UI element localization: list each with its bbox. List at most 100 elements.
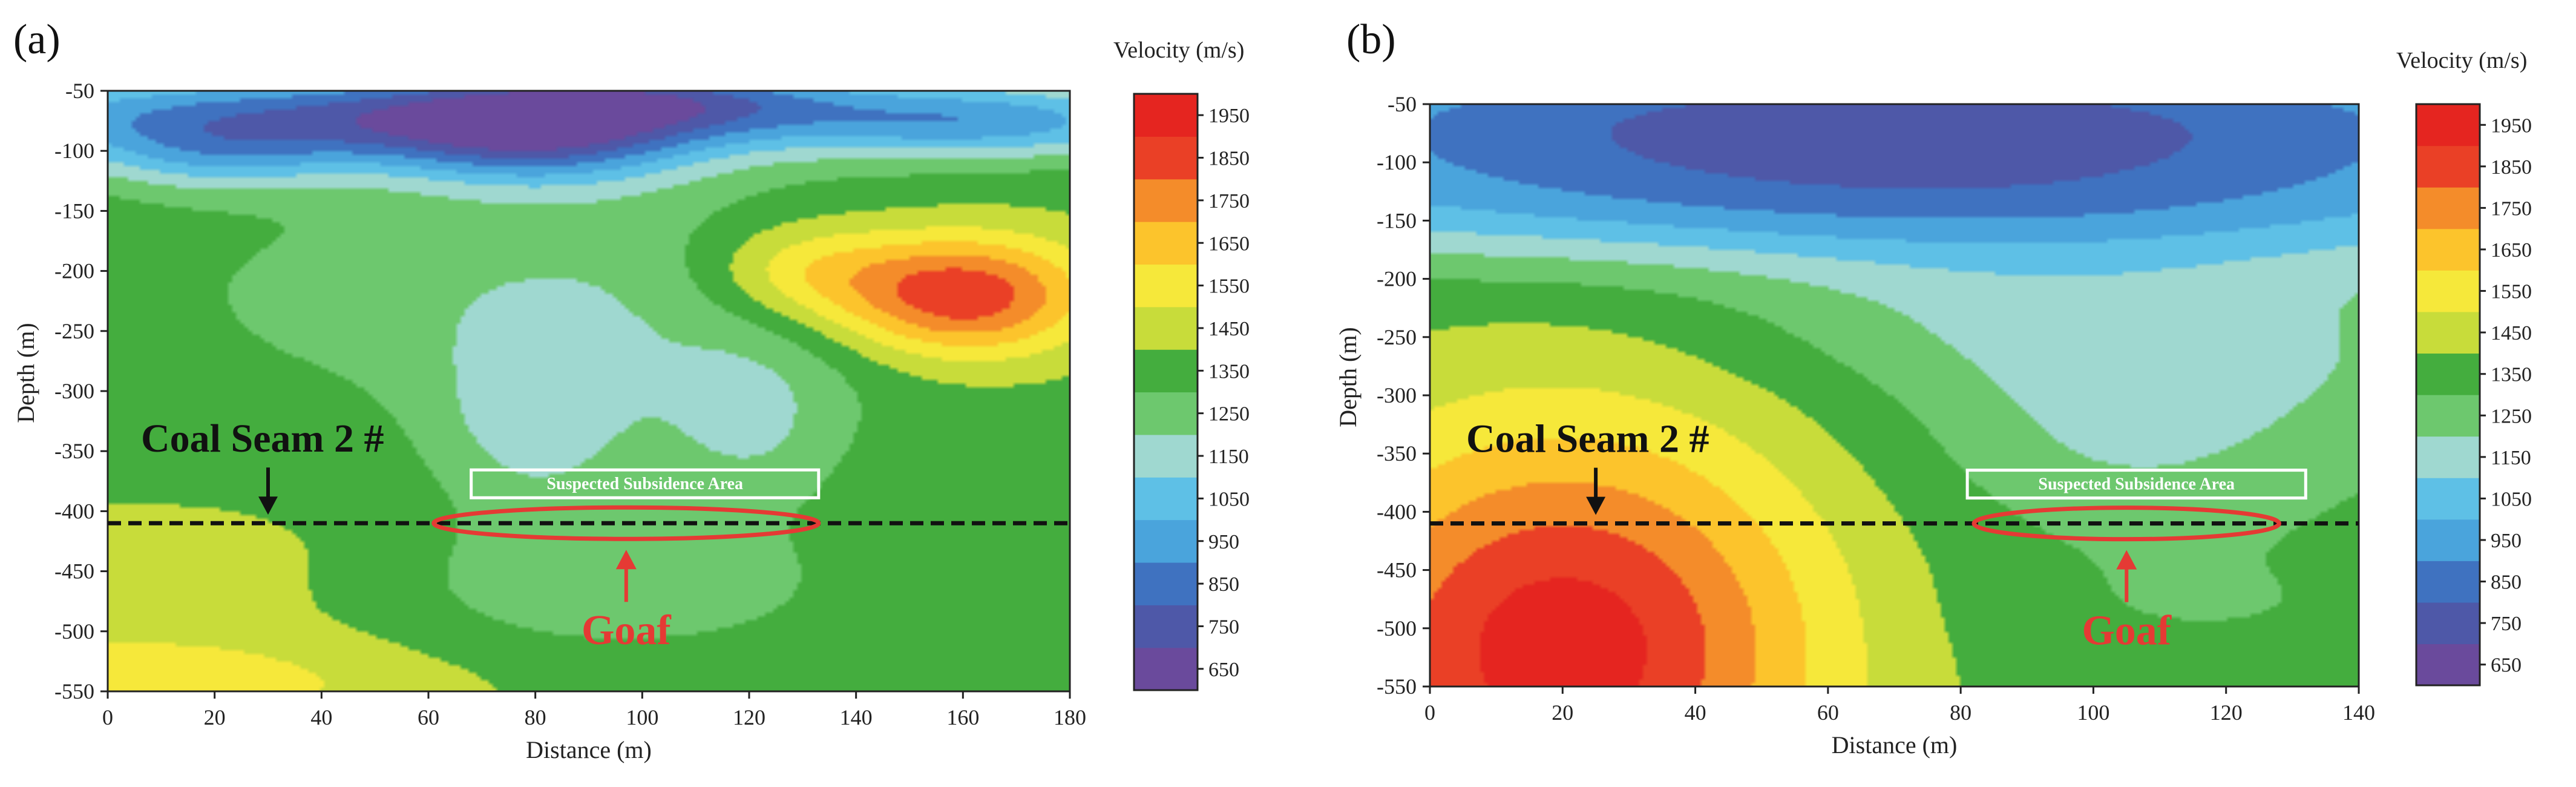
y-tick-label: -400 xyxy=(1377,499,1417,524)
colorbar-tick-label: 1750 xyxy=(1208,190,1250,212)
y-tick-label: -550 xyxy=(1377,674,1417,699)
colorbar-tick-label: 650 xyxy=(2491,654,2522,677)
x-tick-label: 40 xyxy=(1685,700,1706,725)
x-tick-label: 100 xyxy=(626,705,658,729)
colorbar-title: Velocity (m/s) xyxy=(2396,48,2527,73)
colorbar-tick-label: 750 xyxy=(2491,613,2522,635)
coal-seam-label: Coal Seam 2 # xyxy=(141,417,384,461)
x-tick-label: 20 xyxy=(1552,700,1573,725)
y-tick-label: -450 xyxy=(1377,558,1417,582)
colorbar-segment xyxy=(1134,605,1198,648)
colorbar-segment xyxy=(2416,311,2480,354)
colorbar-segment xyxy=(2416,478,2480,520)
y-tick-label: -150 xyxy=(54,199,94,223)
colorbar-segment xyxy=(2416,644,2480,686)
y-tick-label: -550 xyxy=(54,679,94,703)
colorbar-segment xyxy=(1134,136,1198,180)
colorbar-segment xyxy=(1134,434,1198,478)
panel-label: (b) xyxy=(1346,16,1396,63)
colorbar-tick-label: 1350 xyxy=(2491,364,2532,386)
goaf-ellipse xyxy=(431,505,821,541)
colorbar-tick-label: 1150 xyxy=(1208,446,1249,468)
y-tick-label: -200 xyxy=(54,259,94,283)
panel-label: (a) xyxy=(13,16,61,63)
colorbar-tick-label: 1550 xyxy=(2491,281,2532,303)
y-tick-label: -500 xyxy=(54,619,94,644)
colorbar-segment xyxy=(1134,519,1198,563)
colorbar-segment xyxy=(2416,436,2480,478)
y-tick-label: -300 xyxy=(1377,383,1417,407)
y-tick-label: -400 xyxy=(54,499,94,523)
x-tick-label: 80 xyxy=(1950,700,1971,725)
colorbar-tick-label: 1250 xyxy=(2491,405,2532,427)
goaf-arrowhead xyxy=(615,550,637,570)
x-tick-label: 140 xyxy=(2342,700,2375,725)
colorbar-frame xyxy=(2415,103,2481,687)
coal-seam-label: Coal Seam 2 # xyxy=(1466,417,1709,461)
x-tick-label: 0 xyxy=(102,705,113,729)
goaf-ellipse xyxy=(1971,505,2281,542)
colorbar-tick-label: 1050 xyxy=(2491,488,2532,510)
coal-seam-arrowhead xyxy=(258,496,278,515)
colorbar-tick-label: 1550 xyxy=(1208,275,1250,298)
colorbar-tick-label: 850 xyxy=(1208,573,1239,596)
x-axis-label: Distance (m) xyxy=(1832,731,1958,759)
colorbar-segment xyxy=(2416,270,2480,312)
x-tick-label: 100 xyxy=(2077,700,2109,725)
y-tick-label: -350 xyxy=(54,439,94,463)
velocity-field xyxy=(108,91,1070,691)
colorbar-segment xyxy=(2416,145,2480,188)
colorbar-segment xyxy=(2416,395,2480,437)
x-tick-label: 60 xyxy=(418,705,439,729)
suspected-area-label: Suspected Subsidence Area xyxy=(2038,475,2235,494)
x-tick-label: 40 xyxy=(310,705,332,729)
colorbar-tick-label: 1950 xyxy=(2491,114,2532,137)
colorbar-segment xyxy=(2416,228,2480,271)
y-tick-label: -450 xyxy=(54,559,94,584)
colorbar-segment xyxy=(1134,349,1198,393)
y-tick-label: -350 xyxy=(1377,441,1417,466)
y-tick-label: -300 xyxy=(54,379,94,403)
colorbar-tick-label: 950 xyxy=(1208,531,1239,553)
colorbar-frame xyxy=(1133,93,1199,691)
colorbar-segment xyxy=(1134,562,1198,605)
colorbar-tick-label: 1050 xyxy=(1208,488,1250,510)
colorbar-tick-label: 750 xyxy=(1208,616,1239,638)
y-tick-label: -200 xyxy=(1377,267,1417,291)
goaf-label: Goaf xyxy=(582,607,671,654)
colorbar-tick-label: 950 xyxy=(2491,530,2522,552)
x-tick-label: 20 xyxy=(204,705,226,729)
y-tick-label: -250 xyxy=(54,319,94,343)
suspected-area-label: Suspected Subsidence Area xyxy=(546,475,743,493)
goaf-label: Goaf xyxy=(2082,608,2171,654)
suspected-area-box xyxy=(470,468,821,499)
colorbar-tick-label: 650 xyxy=(1208,659,1239,681)
colorbar-segment xyxy=(2416,187,2480,229)
y-tick-label: -150 xyxy=(1377,208,1417,232)
colorbar-tick-label: 850 xyxy=(2491,571,2522,594)
y-axis-label: Depth (m) xyxy=(12,323,39,423)
colorbar-segment xyxy=(1134,306,1198,350)
x-tick-label: 0 xyxy=(1424,700,1435,725)
colorbar-tick-label: 1850 xyxy=(2491,156,2532,179)
y-tick-label: -50 xyxy=(65,79,94,103)
colorbar-segment xyxy=(2416,561,2480,603)
x-tick-label: 140 xyxy=(840,705,873,729)
colorbar-segment xyxy=(1134,94,1198,137)
y-axis-label: Depth (m) xyxy=(1334,327,1362,427)
y-tick-label: -100 xyxy=(1377,150,1417,174)
panel-a: (a) 0 20 40 60 80 100 120 140 160 180 -50 -100 -150 -2… xyxy=(12,16,1250,763)
colorbar-tick-label: 1450 xyxy=(1208,318,1250,340)
colorbar-tick-label: 1350 xyxy=(1208,360,1250,383)
colorbar-segment xyxy=(1134,264,1198,308)
x-tick-label: 120 xyxy=(2210,700,2243,725)
coal-seam-arrowhead xyxy=(1586,496,1606,515)
y-tick-label: -50 xyxy=(1388,92,1417,116)
colorbar-segment xyxy=(1134,392,1198,435)
colorbar-segment xyxy=(1134,179,1198,222)
colorbar-segment xyxy=(2416,519,2480,561)
goaf-arrowhead xyxy=(2116,550,2137,570)
x-tick-label: 160 xyxy=(946,705,979,729)
y-tick-label: -100 xyxy=(54,139,94,163)
colorbar-segment xyxy=(1134,477,1198,521)
